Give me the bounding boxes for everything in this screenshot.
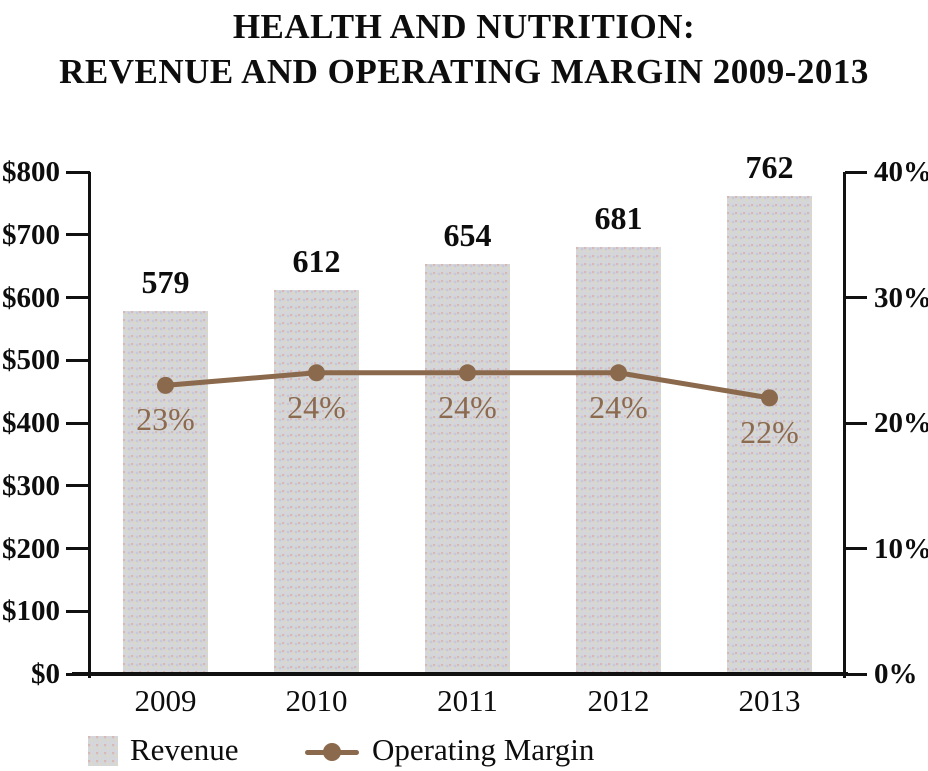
right-axis-tick-label: 0% bbox=[874, 658, 918, 690]
bar-value-label-2012: 681 bbox=[594, 199, 643, 236]
left-axis-tick bbox=[66, 609, 90, 613]
right-axis-tick bbox=[845, 170, 867, 174]
margin-value-label-2009: 23% bbox=[136, 401, 195, 438]
legend: Revenue Operating Margin bbox=[0, 728, 928, 771]
legend-dot-icon bbox=[323, 743, 341, 761]
legend-label-revenue: Revenue bbox=[130, 732, 239, 767]
x-axis-label-2011: 2011 bbox=[437, 683, 498, 718]
left-axis-tick-label: $300 bbox=[2, 469, 60, 502]
right-axis-tick bbox=[845, 421, 867, 425]
left-axis-tick-label: $500 bbox=[2, 344, 60, 377]
x-axis-label-2009: 2009 bbox=[134, 683, 197, 718]
margin-value-label-2013: 22% bbox=[740, 413, 799, 450]
left-axis-tick bbox=[66, 547, 90, 550]
chart-title-line-2: REVENUE AND OPERATING MARGIN 2009-2013 bbox=[59, 52, 869, 91]
left-axis-tick-label: $0 bbox=[31, 658, 60, 690]
bar-2010 bbox=[274, 289, 359, 674]
left-axis-tick bbox=[66, 170, 90, 174]
bar-value-label-2013: 762 bbox=[745, 148, 794, 185]
left-axis-tick bbox=[66, 296, 90, 299]
chart-title: HEALTH AND NUTRITION: REVENUE AND OPERAT… bbox=[0, 4, 928, 94]
margin-value-label-2010: 24% bbox=[287, 388, 346, 425]
bar-value-label-2011: 654 bbox=[443, 216, 492, 253]
right-axis-tick-label: 10% bbox=[874, 532, 928, 565]
right-axis-tick-label: 30% bbox=[874, 281, 928, 314]
margin-value-label-2011: 24% bbox=[438, 388, 497, 425]
left-axis-tick bbox=[66, 233, 90, 237]
x-axis-baseline bbox=[72, 672, 848, 676]
left-axis-tick bbox=[66, 421, 90, 425]
left-axis-tick-label: $200 bbox=[2, 532, 60, 565]
left-axis-tick-label: $700 bbox=[2, 218, 60, 251]
margin-value-label-2012: 24% bbox=[589, 388, 648, 425]
bar-value-label-2010: 612 bbox=[292, 242, 341, 279]
right-axis-tick bbox=[845, 547, 867, 550]
right-axis-tick-label: 20% bbox=[874, 407, 928, 439]
bar-2013 bbox=[727, 195, 812, 674]
chart-title-line-1: HEALTH AND NUTRITION: bbox=[232, 7, 696, 46]
bar-2011 bbox=[425, 263, 510, 674]
x-axis-label-2010: 2010 bbox=[285, 683, 348, 718]
bar-value-label-2009: 579 bbox=[141, 263, 190, 300]
right-axis-tick bbox=[845, 672, 867, 676]
left-axis-tick bbox=[66, 672, 90, 676]
legend-label-operating-margin: Operating Margin bbox=[372, 732, 595, 767]
left-axis-tick-label: $600 bbox=[2, 281, 60, 314]
x-axis-label-2013: 2013 bbox=[738, 683, 801, 718]
left-axis-tick-label: $800 bbox=[2, 156, 60, 188]
left-axis-tick bbox=[66, 358, 90, 362]
left-axis-tick-label: $100 bbox=[2, 595, 60, 628]
bar-2009 bbox=[123, 310, 208, 674]
right-axis-line bbox=[843, 172, 846, 678]
legend-swatch-revenue bbox=[88, 736, 118, 766]
left-axis-line bbox=[88, 172, 91, 678]
bar-2012 bbox=[576, 246, 661, 674]
right-axis-tick-label: 40% bbox=[874, 156, 928, 188]
right-axis-tick bbox=[845, 296, 867, 299]
left-axis-tick bbox=[66, 484, 90, 488]
x-axis-label-2012: 2012 bbox=[587, 683, 650, 718]
left-axis-tick-label: $400 bbox=[2, 407, 60, 439]
